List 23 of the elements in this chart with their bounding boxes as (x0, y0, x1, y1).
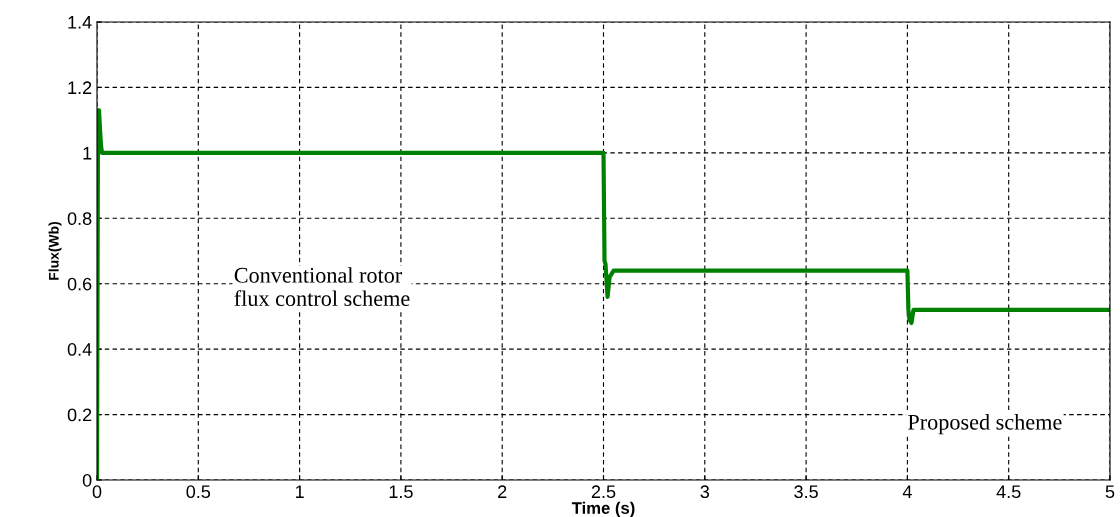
annotation: Proposed scheme (908, 414, 1062, 435)
x-tick-label: 2 (498, 485, 507, 498)
y-axis-title: Flux(Wb) (48, 221, 62, 280)
x-tick-label: 3.5 (794, 485, 818, 499)
y-tick-label: 0 (82, 473, 92, 487)
x-tick-label: 2.5 (591, 485, 616, 499)
x-tick-label: 0 (92, 485, 102, 499)
y-tick-label: 0.8 (67, 212, 92, 226)
x-tick-label: 4 (902, 485, 912, 498)
annotation: Conventional rotor flux control scheme (234, 267, 410, 307)
x-axis-title: Time (s) (571, 501, 635, 517)
x-tick-label: 0.5 (186, 485, 211, 499)
y-tick-label: 1.4 (68, 16, 92, 29)
y-tick-label: 0.6 (67, 277, 92, 291)
y-tick-label: 0.2 (67, 408, 92, 422)
x-tick-label: 1 (295, 485, 304, 498)
x-tick-label: 5 (1105, 485, 1115, 499)
x-tick-label: 1.5 (389, 485, 413, 499)
y-tick-label: 1.2 (68, 81, 92, 94)
x-tick-label: 4.5 (996, 485, 1021, 499)
x-tick-label: 3 (700, 485, 710, 499)
y-tick-label: 0.4 (67, 343, 92, 356)
y-tick-label: 1 (83, 146, 92, 160)
